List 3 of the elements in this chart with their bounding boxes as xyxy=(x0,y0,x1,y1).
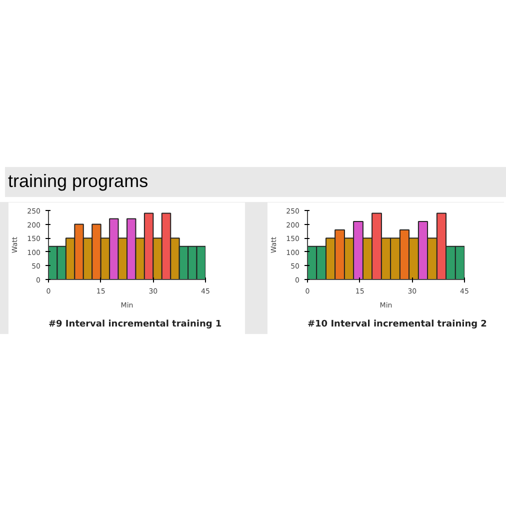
text: #9 Interval incremental training 1 xyxy=(48,320,222,330)
text: training programs xyxy=(8,170,148,193)
text: #10 Interval incremental training 2 xyxy=(308,320,487,330)
